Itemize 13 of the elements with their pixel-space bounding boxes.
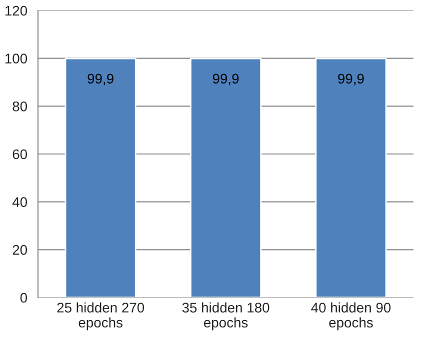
- x-tick-label: 40 hidden 90 epochs: [311, 302, 391, 330]
- x-tick-label: 25 hidden 270 epochs: [57, 302, 144, 330]
- y-tick-label: 60: [12, 149, 28, 160]
- data-label: 99,9: [338, 74, 364, 86]
- y-tick-label: 20: [12, 245, 28, 255]
- y-tick-label: 0: [20, 292, 28, 303]
- y-tick-label: 100: [5, 54, 28, 64]
- y-tick-label: 40: [12, 197, 28, 208]
- data-label: 99,9: [212, 74, 239, 86]
- data-label: 99,9: [88, 74, 114, 86]
- y-tick-label: 120: [5, 6, 28, 16]
- y-tick-label: 80: [12, 102, 28, 112]
- x-tick-label: 35 hidden 180 epochs: [182, 302, 270, 330]
